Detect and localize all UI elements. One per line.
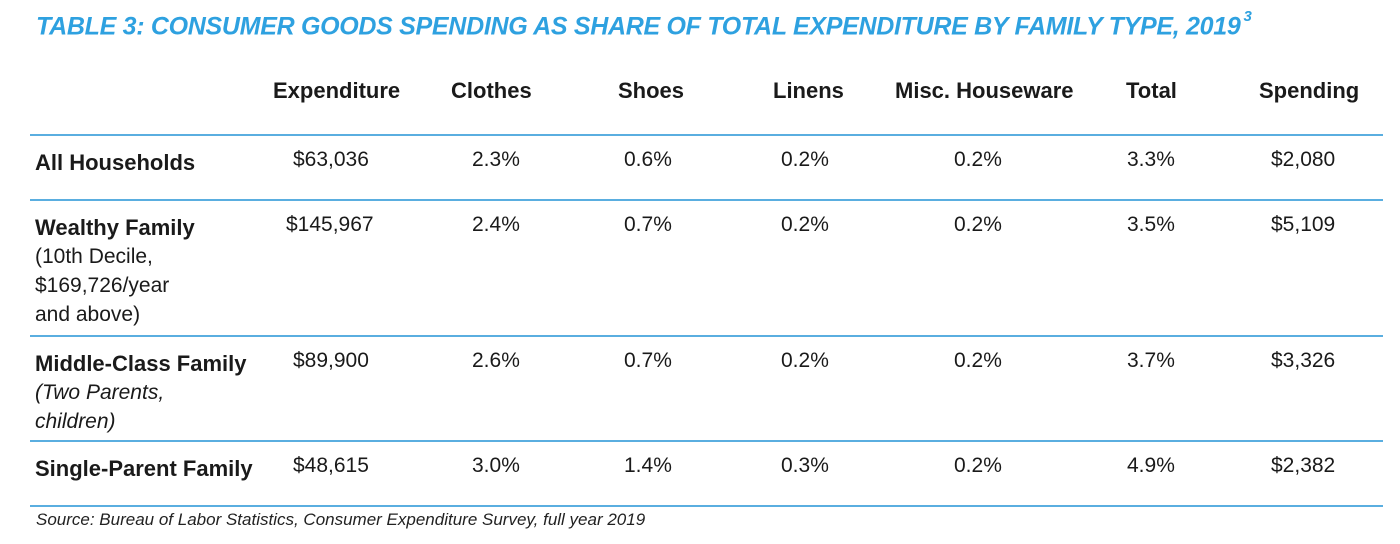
cell-total: 3.3% (1127, 148, 1175, 171)
table-row: Middle-Class Family (Two Parents, childr… (30, 337, 1383, 442)
column-header-clothes: Clothes (451, 78, 532, 103)
spending-table: Expenditure Clothes Shoes Linens Misc. H… (30, 70, 1383, 507)
cell-clothes: 2.4% (472, 213, 520, 236)
column-header-shoes: Shoes (618, 78, 685, 103)
cell-linens: 0.2% (781, 349, 829, 372)
column-header-misc-houseware: Misc. Houseware (895, 78, 1074, 103)
cell-spending: $3,326 (1271, 349, 1336, 372)
cell-spending: $5,109 (1271, 213, 1336, 236)
row-label-sub: (10th Decile, $169,726/year and above) (35, 245, 170, 326)
cell-spending: $2,382 (1271, 454, 1336, 477)
cell-misc-houseware: 0.2% (954, 454, 1002, 477)
cell-linens: 0.2% (781, 148, 829, 171)
cell-linens: 0.2% (781, 213, 829, 236)
cell-expenditure: $89,900 (293, 349, 369, 372)
row-label: Wealthy Family (10th Decile, $169,726/ye… (35, 213, 195, 329)
cell-shoes: 0.7% (624, 349, 672, 372)
column-header-expenditure: Expenditure (273, 78, 401, 103)
source-note: Source: Bureau of Labor Statistics, Cons… (36, 510, 646, 529)
row-label: All Households (35, 148, 195, 177)
row-label: Single-Parent Family (35, 454, 253, 483)
row-label: Middle-Class Family (Two Parents, childr… (35, 349, 247, 436)
column-header-total: Total (1126, 78, 1177, 103)
cell-shoes: 0.7% (624, 213, 672, 236)
cell-shoes: 1.4% (624, 454, 672, 477)
table-row: Wealthy Family (10th Decile, $169,726/ye… (30, 201, 1383, 337)
cell-clothes: 2.3% (472, 148, 520, 171)
table-title-text: TABLE 3: CONSUMER GOODS SPENDING AS SHAR… (36, 12, 1241, 41)
cell-spending: $2,080 (1271, 148, 1336, 171)
row-label-main: Single-Parent Family (35, 456, 253, 481)
cell-shoes: 0.6% (624, 148, 672, 171)
table-header-row: Expenditure Clothes Shoes Linens Misc. H… (30, 70, 1383, 136)
cell-total: 3.7% (1127, 349, 1175, 372)
title-footnote-marker: 3 (1243, 8, 1252, 25)
cell-misc-houseware: 0.2% (954, 213, 1002, 236)
row-label-sub: (Two Parents, children) (35, 381, 165, 433)
row-label-main: Wealthy Family (35, 215, 195, 240)
row-label-main: All Households (35, 150, 196, 175)
cell-expenditure: $48,615 (293, 454, 369, 477)
table-row: Single-Parent Family $48,615 3.0% 1.4% 0… (30, 442, 1383, 507)
cell-total: 3.5% (1127, 213, 1175, 236)
cell-expenditure: $145,967 (286, 213, 374, 236)
cell-misc-houseware: 0.2% (954, 349, 1002, 372)
cell-clothes: 3.0% (472, 454, 520, 477)
cell-total: 4.9% (1127, 454, 1175, 477)
cell-expenditure: $63,036 (293, 148, 369, 171)
column-header-linens: Linens (773, 78, 844, 103)
cell-misc-houseware: 0.2% (954, 148, 1002, 171)
table-title: TABLE 3: CONSUMER GOODS SPENDING AS SHAR… (36, 8, 1252, 41)
cell-linens: 0.3% (781, 454, 829, 477)
column-header-spending: Spending (1259, 78, 1360, 103)
cell-clothes: 2.6% (472, 349, 520, 372)
row-label-main: Middle-Class Family (35, 351, 247, 376)
table-row: All Households $63,036 2.3% 0.6% 0.2% 0.… (30, 136, 1383, 201)
